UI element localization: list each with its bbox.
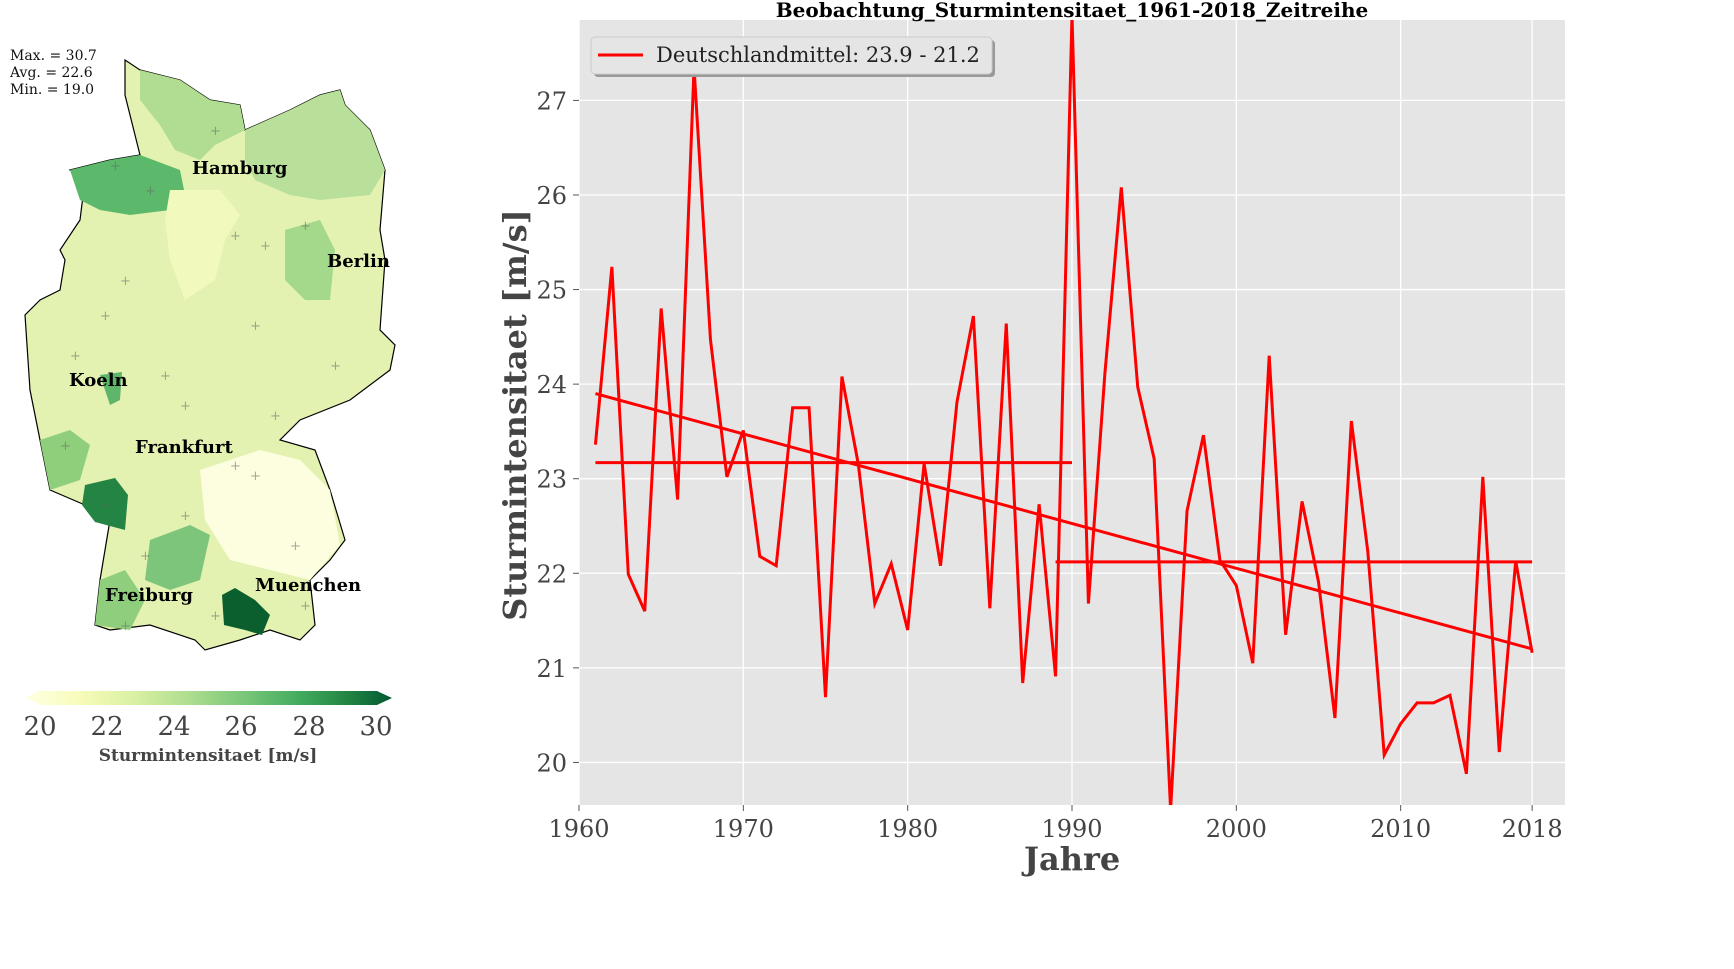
region-koeln [100,372,122,405]
station-markers: + + + + + + + + + + + + + + + + + + + + + + + + [60,124,341,634]
city-label-hamburg: Hamburg [192,158,288,179]
svg-text:+: + [110,159,121,174]
colorbar-tick: 20 [23,712,57,742]
y-tick-label: 27 [536,87,567,115]
x-tick-label: 2018 [1502,815,1563,843]
colorbar-tick: 30 [359,712,393,742]
svg-text:+: + [210,124,221,139]
legend-box [590,36,993,75]
colorbar [25,691,392,705]
svg-text:+: + [210,609,221,624]
y-tick-label: 20 [536,749,567,777]
city-label-berlin: Berlin [327,251,390,272]
svg-text:+: + [70,349,81,364]
x-tick-label: 1990 [1041,815,1102,843]
region-mecklenburg [245,90,385,200]
colorbar-tick: 26 [224,712,258,742]
svg-text:+: + [230,459,241,474]
region-muenchen-dark [222,588,270,635]
region-schleswig [140,70,245,160]
region-niedersachsen-east [165,190,240,300]
svg-text:+: + [120,619,131,634]
stat-max: Max. = 30.7 [10,48,97,64]
stat-avg: Avg. = 22.6 [10,65,93,81]
x-tick-label: 2010 [1370,815,1431,843]
svg-text:+: + [180,399,191,414]
colorbar-tick: 22 [90,712,124,742]
svg-text:+: + [100,309,111,324]
colorbar-tick: 28 [292,712,326,742]
svg-text:+: + [140,549,151,564]
region-brandenburg [285,220,335,300]
y-tick-label: 21 [536,655,567,683]
svg-text:+: + [300,219,311,234]
svg-text:+: + [145,184,156,199]
city-label-freiburg: Freiburg [105,585,193,606]
svg-text:+: + [270,409,281,424]
x-tick-label: 2000 [1206,815,1267,843]
y-tick-label: 24 [536,371,567,399]
colorbar-tick: 24 [157,712,191,742]
y-tick-label: 26 [536,182,567,210]
svg-text:+: + [300,599,311,614]
svg-text:+: + [330,359,341,374]
svg-text:+: + [290,539,301,554]
region-bw-green [145,525,210,590]
region-saar [82,478,128,530]
colorbar-label: Sturmintensitaet [m/s] [98,746,318,766]
city-label-muenchen: Muenchen [255,575,361,596]
svg-text:+: + [60,439,71,454]
region-bavaria-pale [200,450,340,580]
x-tick-label: 1960 [548,815,609,843]
y-tick-label: 22 [536,560,567,588]
svg-text:+: + [250,469,261,484]
svg-text:+: + [250,319,261,334]
svg-text:+: + [120,274,131,289]
y-tick-label: 23 [536,466,567,494]
city-label-frankfurt: Frankfurt [135,437,233,458]
region-niedersachsen-north [70,155,185,215]
legend-entry: Deutschlandmittel: 23.9 - 21.2 [656,43,980,67]
svg-text:+: + [100,499,111,514]
svg-text:+: + [180,509,191,524]
stat-min: Min. = 19.0 [10,82,95,98]
x-tick-label: 1970 [713,815,774,843]
map-stats: Max. = 30.7 Avg. = 22.6 Min. = 19.0 [10,48,97,99]
x-axis-label: Jahre [1021,840,1120,878]
svg-text:+: + [160,369,171,384]
trend-line [595,392,1533,651]
svg-text:+: + [260,239,271,254]
region-rheinland [40,430,90,490]
y-tick-label: 25 [536,277,567,305]
series-line-deutschlandmittel [593,20,1534,805]
y-axis-label: Sturmintensitaet [m/s] [496,209,534,621]
city-label-koeln: Koeln [69,370,128,391]
svg-text:+: + [230,229,241,244]
germany-map: + + + + + + + + + + + + + + + + + + + + + + + + Hamburg Be… [24,58,396,705]
chart-title: Beobachtung_Sturmintensitaet_1961-2018_Z… [776,0,1368,22]
region-freiburg [95,570,145,630]
x-tick-label: 1980 [877,815,938,843]
